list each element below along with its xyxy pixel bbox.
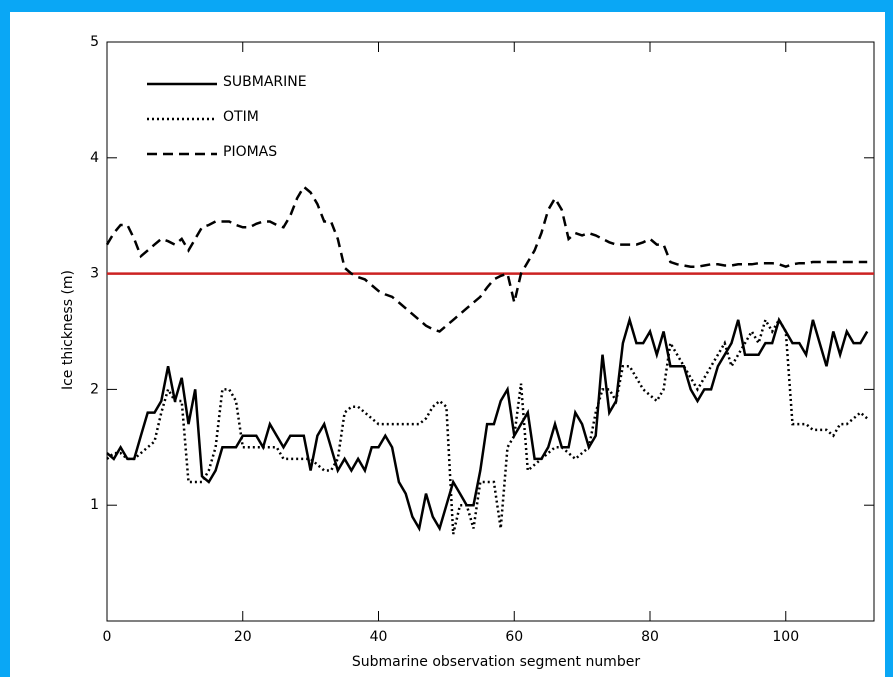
x-tick-label: 80 [641,629,659,645]
y-tick-label: 1 [90,497,99,513]
y-tick-label: 4 [90,150,99,166]
chart-frame: Submarine observation segment number Ice… [10,12,885,677]
x-tick-label: 100 [772,629,799,645]
y-tick-label: 3 [90,266,99,282]
y-tick-label: 2 [90,381,99,397]
series-line [106,315,869,532]
x-tick-label: 20 [234,629,252,645]
x-tick-label: 60 [505,629,523,645]
legend-label: SUBMARINE [223,74,307,90]
x-tick-label: 40 [370,629,388,645]
legend-label: OTIM [223,109,259,125]
x-tick-label: 0 [103,629,112,645]
series-line [105,184,868,333]
chart: Submarine observation segment number Ice… [60,34,875,670]
series-line [106,316,869,535]
y-tick-label: 5 [90,34,99,50]
x-axis-label: Submarine observation segment number [352,654,640,670]
legend-label: PIOMAS [223,144,277,160]
y-axis-label: Ice thickness (m) [60,270,76,390]
plot-frame [106,41,875,622]
